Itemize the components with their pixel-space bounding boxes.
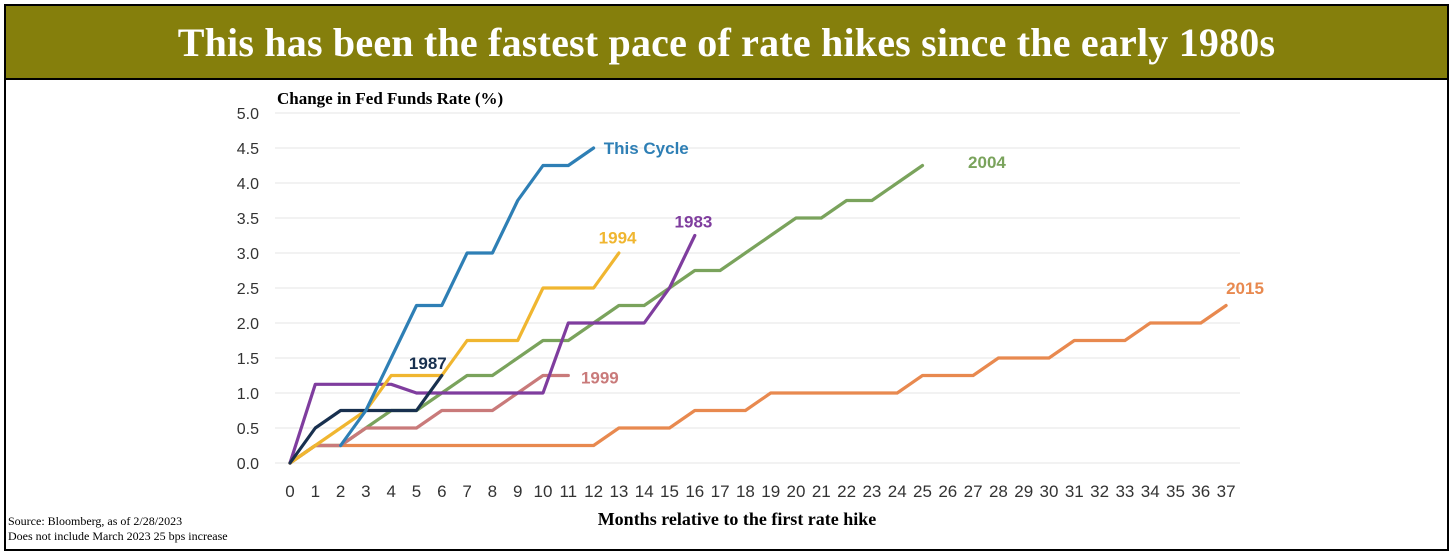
x-tick-label: 11 <box>559 482 577 501</box>
y-tick-label: 0.0 <box>237 456 259 473</box>
x-axis-label: Months relative to the first rate hike <box>598 509 877 529</box>
x-tick-label: 36 <box>1191 482 1210 501</box>
y-axis-tick-labels: 0.0 0.5 1.0 1.5 2.0 2.5 3.0 3.5 4.0 4.5 5.0 <box>237 106 259 473</box>
x-tick-label: 28 <box>989 482 1008 501</box>
grid-lines <box>275 112 1240 464</box>
x-tick-label: 0 <box>285 482 294 501</box>
y-tick-label: 2.0 <box>237 316 259 333</box>
x-tick-label: 31 <box>1065 482 1084 501</box>
x-tick-label: 21 <box>812 482 831 501</box>
x-tick-label: 35 <box>1166 482 1185 501</box>
x-tick-label: 4 <box>386 482 395 501</box>
x-tick-label: 3 <box>361 482 370 501</box>
x-tick-label: 18 <box>736 482 755 501</box>
x-tick-label: 2 <box>336 482 345 501</box>
x-tick-label: 37 <box>1217 482 1236 501</box>
x-tick-label: 13 <box>609 482 628 501</box>
y-tick-label: 3.0 <box>237 246 259 263</box>
x-tick-label: 9 <box>513 482 522 501</box>
x-tick-label: 22 <box>837 482 856 501</box>
x-tick-label: 7 <box>462 482 471 501</box>
series-line-1994 <box>288 251 621 465</box>
x-tick-label: 1 <box>311 482 320 501</box>
x-tick-label: 17 <box>711 482 730 501</box>
x-tick-label: 12 <box>584 482 603 501</box>
x-tick-label: 23 <box>862 482 881 501</box>
x-tick-label: 20 <box>787 482 806 501</box>
x-axis-tick-labels: 0 1 2 3 4 5 6 7 8 9 10 11 12 13 14 15 16 17 18 19 20 21 22 23 24… <box>285 482 1235 501</box>
x-tick-label: 34 <box>1141 482 1160 501</box>
disclaimer-note: Does not include March 2023 25 bps incre… <box>8 529 228 543</box>
series-label-1999: 1999 <box>581 369 619 388</box>
x-tick-label: 10 <box>534 482 553 501</box>
chart-title: This has been the fastest pace of rate h… <box>177 19 1276 65</box>
x-tick-label: 14 <box>635 482 654 501</box>
series-line-1999 <box>288 373 570 465</box>
y-tick-label: 4.0 <box>237 176 259 193</box>
series-label-1983: 1983 <box>675 213 713 232</box>
series-line-2015 <box>288 303 1228 465</box>
y-tick-label: 4.5 <box>237 141 259 158</box>
x-tick-label: 26 <box>938 482 957 501</box>
y-tick-label: 1.0 <box>237 386 259 403</box>
series-line-2004 <box>288 163 925 465</box>
series-line-this-cycle <box>339 146 596 448</box>
series-lines <box>288 146 1228 465</box>
chart-frame: This has been the fastest pace of rate h… <box>4 4 1449 551</box>
series-label-1987: 1987 <box>409 354 447 373</box>
x-tick-label: 16 <box>685 482 704 501</box>
series-label-2015: 2015 <box>1226 279 1264 298</box>
y-tick-label: 5.0 <box>237 106 259 123</box>
y-axis-label: Change in Fed Funds Rate (%) <box>277 89 503 108</box>
source-note: Source: Bloomberg, as of 2/28/2023 <box>8 514 183 528</box>
y-tick-label: 0.5 <box>237 421 259 438</box>
x-tick-label: 33 <box>1115 482 1134 501</box>
x-tick-label: 27 <box>964 482 983 501</box>
x-tick-label: 24 <box>888 482 907 501</box>
series-label-1994: 1994 <box>599 229 637 248</box>
x-tick-label: 8 <box>488 482 497 501</box>
series-label-this-cycle: This Cycle <box>604 139 689 158</box>
x-tick-label: 32 <box>1090 482 1109 501</box>
x-tick-label: 19 <box>761 482 780 501</box>
x-tick-label: 29 <box>1014 482 1033 501</box>
x-tick-label: 6 <box>437 482 446 501</box>
x-tick-label: 25 <box>913 482 932 501</box>
title-banner: This has been the fastest pace of rate h… <box>6 6 1447 80</box>
y-tick-label: 2.5 <box>237 281 259 298</box>
x-tick-label: 5 <box>412 482 421 501</box>
series-labels: 2015 2004 1999 1983 1994 1987 This Cycle <box>409 139 1264 388</box>
x-tick-label: 30 <box>1040 482 1059 501</box>
series-line-1983 <box>288 233 697 465</box>
y-tick-label: 3.5 <box>237 211 259 228</box>
y-tick-label: 1.5 <box>237 351 259 368</box>
series-label-2004: 2004 <box>968 153 1006 172</box>
x-tick-label: 15 <box>660 482 679 501</box>
